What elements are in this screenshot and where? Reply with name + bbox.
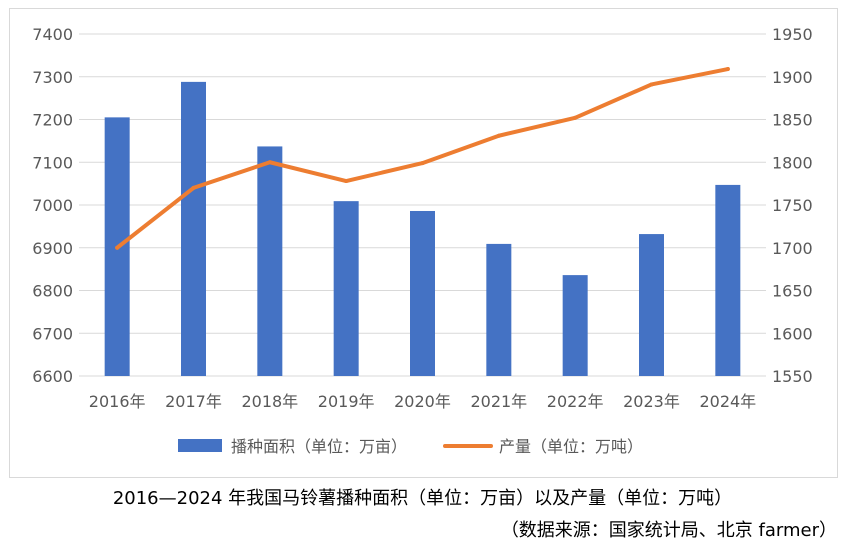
x-axis-tick-label: 2017年 <box>165 392 222 411</box>
right-axis-tick-label: 1800 <box>772 153 813 172</box>
data-source-note: （数据来源：国家统计局、北京 farmer） <box>500 520 837 541</box>
line-point-2021年 <box>496 133 501 138</box>
bar-2017年 <box>181 81 206 376</box>
right-axis-tick-label: 1700 <box>772 239 813 258</box>
right-axis-tick-label: 1900 <box>772 68 813 87</box>
line-point-2017年 <box>191 185 196 190</box>
right-axis-tick-label: 1600 <box>772 324 813 343</box>
bar-2018年 <box>257 146 283 376</box>
x-axis-tick-label: 2018年 <box>241 392 298 411</box>
legend-bar-swatch <box>178 439 222 452</box>
chart-frame: 6600 6700 6800 6900 7000 7100 7200 7300 7400 1550… <box>9 8 838 478</box>
left-axis-tick-label: 7400 <box>32 25 73 44</box>
line-point-2019年 <box>344 179 349 184</box>
line-point-2022年 <box>573 115 578 120</box>
right-axis-tick-label: 1650 <box>772 282 813 301</box>
line-point-2016年 <box>115 245 120 250</box>
bar-2021年 <box>486 243 512 376</box>
x-axis-tick-label: 2021年 <box>470 392 527 411</box>
chart-svg: 6600 6700 6800 6900 7000 7100 7200 7300 7400 1550… <box>32 25 812 456</box>
bar-2020年 <box>410 210 435 376</box>
left-axis-tick-label: 6700 <box>32 324 73 343</box>
left-axis-tick-label: 7000 <box>32 196 73 215</box>
bar-2023年 <box>639 234 664 376</box>
x-axis-tick-label: 2016年 <box>89 392 146 411</box>
line-point-2020年 <box>420 161 425 166</box>
left-axis-tick-label: 7300 <box>32 68 73 87</box>
bar-series <box>104 81 741 377</box>
left-axis-tick-label: 6800 <box>32 282 73 301</box>
bar-2019年 <box>333 201 359 376</box>
axes: 6600 6700 6800 6900 7000 7100 7200 7300 7400 1550… <box>32 25 812 411</box>
left-axis-tick-label: 6900 <box>32 239 73 258</box>
x-axis-tick-label: 2020年 <box>394 392 451 411</box>
right-axis-tick-label: 1750 <box>772 196 813 215</box>
line-point-2024年 <box>725 67 730 72</box>
legend-line-label: 产量（单位：万吨） <box>499 437 643 456</box>
bar-2022年 <box>562 275 588 376</box>
line-point-2023年 <box>649 82 654 87</box>
figure-caption: 2016—2024 年我国马铃薯播种面积（单位：万亩）以及产量（单位：万吨） <box>112 488 733 509</box>
left-axis-tick-label: 7100 <box>32 153 73 172</box>
right-axis-tick-label: 1850 <box>772 111 813 130</box>
line-point-2018年 <box>267 160 272 165</box>
x-axis-tick-label: 2019年 <box>318 392 375 411</box>
x-axis-tick-label: 2024年 <box>699 392 756 411</box>
bar-2024年 <box>715 184 741 376</box>
right-axis-tick-label: 1950 <box>772 25 813 44</box>
right-axis-tick-label: 1550 <box>772 367 813 386</box>
left-axis-tick-label: 7200 <box>32 111 73 130</box>
line-series <box>115 67 730 250</box>
left-axis-tick-label: 6600 <box>32 367 73 386</box>
legend-bar-label: 播种面积（单位：万亩） <box>231 437 407 456</box>
x-axis-tick-label: 2022年 <box>547 392 604 411</box>
legend: 播种面积（单位：万亩） 产量（单位：万吨） <box>178 437 643 456</box>
x-axis-tick-label: 2023年 <box>623 392 680 411</box>
